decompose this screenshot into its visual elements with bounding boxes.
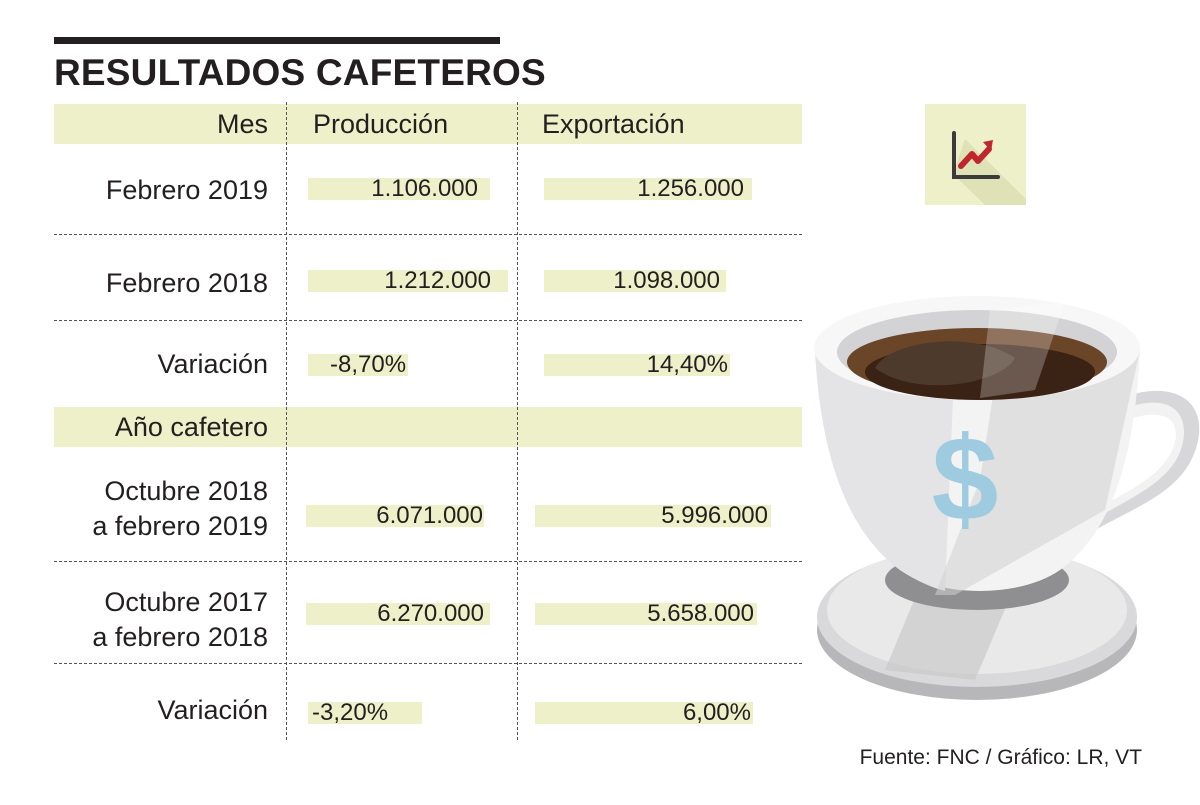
value-bar-produccion xyxy=(308,354,408,376)
section-header-ano-cafetero: Año cafetero xyxy=(114,412,268,442)
coffee-cup-icon: $ xyxy=(805,280,1200,700)
header-band xyxy=(54,104,802,144)
column-divider xyxy=(517,102,518,740)
section-header-band xyxy=(54,407,802,447)
value-bar-produccion xyxy=(308,270,508,292)
value-produccion: 6.270.000 xyxy=(377,600,484,627)
header-exportacion: Exportación xyxy=(542,109,685,139)
row-label: Variación xyxy=(157,695,268,725)
row-label-line1: Octubre 2017 xyxy=(104,587,268,617)
value-produccion: 6.071.000 xyxy=(376,502,483,529)
value-produccion: -3,20% xyxy=(312,699,389,726)
value-bar-produccion xyxy=(306,505,484,527)
dollar-icon: $ xyxy=(932,412,999,546)
row-divider xyxy=(54,561,802,562)
value-bar-produccion xyxy=(306,603,490,625)
value-produccion: -8,70% xyxy=(330,351,407,378)
value-exportacion: 1.098.000 xyxy=(613,267,720,294)
value-exportacion: 5.996.000 xyxy=(661,502,768,529)
svg-text:$: $ xyxy=(932,412,999,546)
header-mes: Mes xyxy=(216,109,268,139)
value-exportacion: 1.256.000 xyxy=(637,175,744,202)
row-divider xyxy=(54,663,802,664)
row-label-line2: a febrero 2019 xyxy=(92,511,268,541)
row-divider xyxy=(54,234,802,235)
row-label-line1: Octubre 2018 xyxy=(104,476,268,506)
value-exportacion: 14,40% xyxy=(646,351,728,378)
row-label: Febrero 2019 xyxy=(105,175,268,205)
value-bar-exportacion xyxy=(544,178,752,200)
value-exportacion: 5.658.000 xyxy=(647,600,754,627)
value-produccion: 1.106.000 xyxy=(371,175,478,202)
value-bar-exportacion xyxy=(544,270,726,292)
value-bar-exportacion xyxy=(535,603,757,625)
value-produccion: 1.212.000 xyxy=(384,267,491,294)
row-label: Variación xyxy=(157,349,268,379)
row-label-line2: a febrero 2018 xyxy=(92,622,268,652)
value-bar-exportacion xyxy=(535,505,771,527)
column-divider xyxy=(286,102,287,740)
row-divider xyxy=(54,320,802,321)
value-bar-produccion xyxy=(308,178,490,200)
title-rule xyxy=(54,37,500,44)
trend-chart-icon xyxy=(925,104,1026,205)
row-label: Febrero 2018 xyxy=(105,268,268,298)
value-bar-produccion xyxy=(308,702,422,724)
value-bar-exportacion xyxy=(535,702,753,724)
chart-title: RESULTADOS CAFETEROS xyxy=(54,52,546,93)
header-produccion: Producción xyxy=(313,109,449,139)
value-bar-exportacion xyxy=(544,354,730,376)
source-note: Fuente: FNC / Gráfico: LR, VT xyxy=(859,746,1142,769)
value-exportacion: 6,00% xyxy=(682,699,751,726)
